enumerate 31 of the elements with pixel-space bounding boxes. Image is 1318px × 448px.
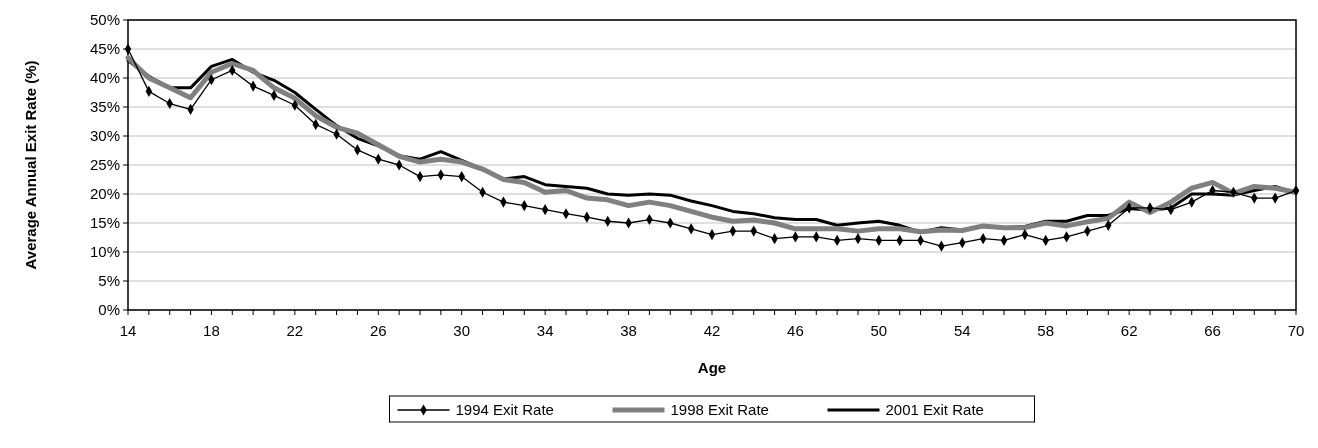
y-tick-label: 25% <box>89 156 120 174</box>
x-axis-title: Age <box>697 359 727 376</box>
x-tick-label: 34 <box>536 322 554 339</box>
x-tick-label: 62 <box>1120 322 1138 339</box>
x-tick-label: 38 <box>620 322 637 339</box>
x-tick-label: 18 <box>203 322 220 339</box>
legend-label: 2001 Exit Rate <box>885 401 984 419</box>
x-tick-label: 54 <box>953 322 971 339</box>
x-tick-label: 50 <box>870 322 888 339</box>
x-tick-label: 30 <box>453 322 471 339</box>
x-tick-label: 42 <box>703 322 721 339</box>
y-axis-title: Average Annual Exit Rate (%) <box>22 60 39 270</box>
x-tick-label: 26 <box>369 322 387 339</box>
y-tick-label: 35% <box>89 98 120 116</box>
x-tick-label: 70 <box>1287 322 1305 339</box>
x-tick-label: 58 <box>1037 322 1055 339</box>
y-tick-label: 40% <box>89 69 120 87</box>
legend-label: 1998 Exit Rate <box>670 401 769 419</box>
y-tick-label: 45% <box>89 40 120 58</box>
y-tick-label: 30% <box>89 127 120 145</box>
x-tick-label: 14 <box>119 322 137 339</box>
x-tick-label: 22 <box>286 322 304 339</box>
y-tick-label: 15% <box>89 214 120 232</box>
legend-label: 1994 Exit Rate <box>455 401 554 419</box>
y-tick-label: 20% <box>89 185 120 203</box>
y-tick-label: 10% <box>89 243 120 261</box>
y-tick-label: 50% <box>89 11 120 29</box>
y-tick-label: 5% <box>98 272 120 290</box>
x-tick-label: 46 <box>787 322 804 339</box>
y-tick-label: 0% <box>98 301 120 319</box>
x-tick-label: 66 <box>1204 322 1221 339</box>
